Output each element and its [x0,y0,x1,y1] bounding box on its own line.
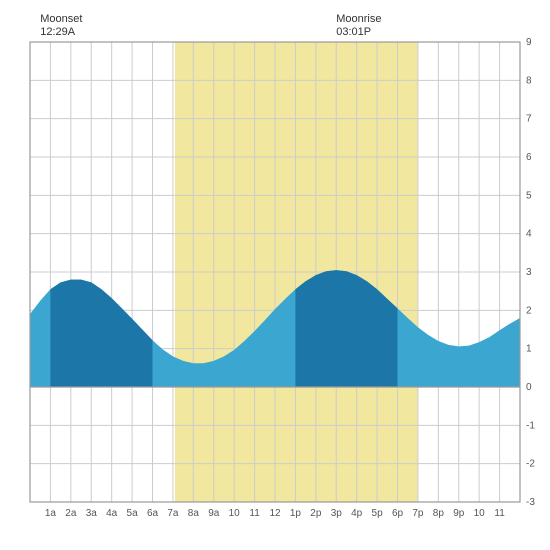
x-tick-label: 7p [412,508,424,519]
y-tick-label: 6 [526,152,532,163]
y-tick-label: -3 [526,497,535,508]
x-tick-label: 3a [86,508,98,519]
y-tick-label: -1 [526,420,535,431]
y-tick-label: 3 [526,267,532,278]
x-tick-label: 8p [433,508,445,519]
x-tick-label: 1p [290,508,302,519]
moonrise-label-time: 03:01P [336,26,371,38]
y-tick-label: 1 [526,344,532,355]
x-tick-label: 4a [106,508,118,519]
x-tick-label: 11 [249,508,260,519]
chart-svg: -3-2-101234567891a2a3a4a5a6a7a8a9a101112… [10,10,540,540]
moonset-label-title: Moonset [40,13,82,25]
x-tick-label: 2a [65,508,77,519]
x-tick-label: 2p [310,508,322,519]
x-tick-label: 7a [167,508,179,519]
y-tick-label: -2 [526,459,535,470]
x-tick-label: 6p [392,508,404,519]
y-tick-label: 5 [526,190,532,201]
y-tick-label: 7 [526,114,532,125]
x-tick-label: 3p [331,508,343,519]
x-tick-label: 6a [147,508,159,519]
y-tick-label: 0 [526,382,532,393]
x-tick-label: 5p [372,508,384,519]
x-tick-label: 12 [269,508,281,519]
x-tick-label: 11 [494,508,505,519]
y-tick-label: 9 [526,37,532,48]
x-tick-label: 10 [229,508,241,519]
x-tick-label: 9a [208,508,220,519]
x-tick-label: 5a [127,508,139,519]
y-tick-label: 4 [526,229,532,240]
x-tick-label: 4p [351,508,363,519]
x-tick-label: 9p [453,508,465,519]
moonrise-label: Moonrise03:01P [336,13,381,38]
tide-chart: -3-2-101234567891a2a3a4a5a6a7a8a9a101112… [10,10,540,540]
y-tick-label: 8 [526,75,532,86]
x-tick-label: 8a [188,508,200,519]
moonset-label: Moonset12:29A [40,13,82,38]
moonset-label-time: 12:29A [40,26,76,38]
x-tick-label: 10 [474,508,486,519]
moonrise-label-title: Moonrise [336,13,381,25]
x-tick-label: 1a [45,508,57,519]
y-tick-label: 2 [526,305,532,316]
